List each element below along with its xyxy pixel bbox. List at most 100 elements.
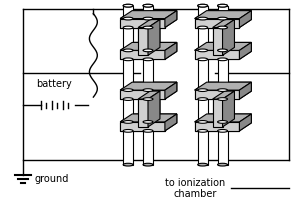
Polygon shape [138,91,160,99]
Polygon shape [138,91,160,99]
Ellipse shape [218,58,227,61]
Polygon shape [165,82,177,99]
Polygon shape [195,90,239,99]
Polygon shape [223,91,235,127]
Ellipse shape [218,98,227,101]
Polygon shape [239,82,251,99]
Polygon shape [120,90,165,99]
Polygon shape [195,114,251,122]
Polygon shape [165,42,177,59]
Ellipse shape [198,120,208,123]
Polygon shape [195,122,239,131]
Polygon shape [165,114,177,131]
Polygon shape [120,11,177,19]
Bar [123,6,133,165]
Ellipse shape [198,129,208,132]
Ellipse shape [218,129,227,132]
Polygon shape [213,99,223,127]
Polygon shape [120,50,165,59]
Polygon shape [195,42,251,50]
Polygon shape [195,122,239,131]
Polygon shape [120,42,177,50]
Polygon shape [138,19,160,28]
Polygon shape [148,19,160,55]
Polygon shape [120,82,177,90]
Ellipse shape [218,26,227,29]
Polygon shape [138,99,148,127]
Polygon shape [239,82,251,99]
Ellipse shape [218,163,227,166]
Polygon shape [120,50,165,59]
Polygon shape [223,19,235,55]
Polygon shape [223,91,235,127]
Polygon shape [120,42,177,50]
Bar [143,6,153,165]
Polygon shape [195,82,251,90]
Polygon shape [165,11,177,28]
Ellipse shape [198,17,208,20]
Ellipse shape [143,129,153,132]
Ellipse shape [123,49,133,52]
Polygon shape [120,82,177,90]
Ellipse shape [123,163,133,166]
Polygon shape [165,82,177,99]
Polygon shape [239,114,251,131]
Polygon shape [213,28,223,55]
Ellipse shape [198,58,208,61]
Polygon shape [165,42,177,59]
Text: to ionization
chamber: to ionization chamber [165,178,225,199]
Polygon shape [213,91,235,99]
Ellipse shape [123,17,133,20]
Polygon shape [165,114,177,131]
Polygon shape [138,28,148,55]
Polygon shape [195,82,251,90]
Ellipse shape [198,89,208,92]
Polygon shape [195,11,251,19]
Ellipse shape [198,4,208,7]
Ellipse shape [218,120,227,123]
Polygon shape [195,114,251,122]
Ellipse shape [198,4,208,7]
Polygon shape [239,11,251,28]
Bar [218,6,227,165]
Ellipse shape [123,4,133,7]
Polygon shape [165,11,177,28]
Polygon shape [239,11,251,28]
Polygon shape [213,91,235,99]
Ellipse shape [123,98,133,101]
Polygon shape [195,19,239,28]
Polygon shape [120,114,177,122]
Ellipse shape [218,4,227,7]
Polygon shape [195,50,239,59]
Ellipse shape [143,120,153,123]
Polygon shape [120,122,165,131]
Polygon shape [239,114,251,131]
Ellipse shape [143,98,153,101]
Polygon shape [120,19,165,28]
Polygon shape [195,11,251,19]
Ellipse shape [143,26,153,29]
Polygon shape [120,19,165,28]
Ellipse shape [143,49,153,52]
Polygon shape [213,19,235,28]
Ellipse shape [218,4,227,7]
Ellipse shape [218,17,227,20]
Ellipse shape [123,4,133,7]
Text: ground: ground [35,174,69,184]
Polygon shape [213,19,235,28]
Polygon shape [195,50,239,59]
Ellipse shape [218,49,227,52]
Polygon shape [213,28,223,55]
Ellipse shape [143,4,153,7]
Ellipse shape [123,58,133,61]
Polygon shape [138,19,160,28]
Polygon shape [148,19,160,55]
Ellipse shape [143,163,153,166]
Ellipse shape [123,129,133,132]
Text: battery: battery [36,79,71,89]
Ellipse shape [123,26,133,29]
Polygon shape [195,42,251,50]
Ellipse shape [198,49,208,52]
Ellipse shape [143,17,153,20]
Polygon shape [120,122,165,131]
